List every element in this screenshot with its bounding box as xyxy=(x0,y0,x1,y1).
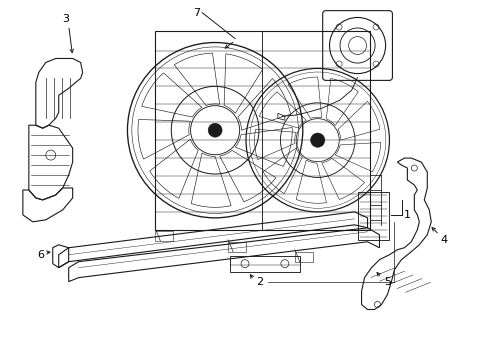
Text: 7: 7 xyxy=(192,8,199,18)
Text: 1: 1 xyxy=(403,210,410,220)
Text: 4: 4 xyxy=(440,235,447,245)
Bar xyxy=(155,231,173,241)
Bar xyxy=(294,252,312,262)
Circle shape xyxy=(310,133,324,147)
Text: 5: 5 xyxy=(383,276,390,287)
Bar xyxy=(227,242,245,252)
Circle shape xyxy=(208,123,222,137)
Text: 3: 3 xyxy=(62,14,69,24)
Bar xyxy=(229,256,299,272)
Text: 6: 6 xyxy=(37,250,44,260)
Text: 2: 2 xyxy=(256,276,263,287)
